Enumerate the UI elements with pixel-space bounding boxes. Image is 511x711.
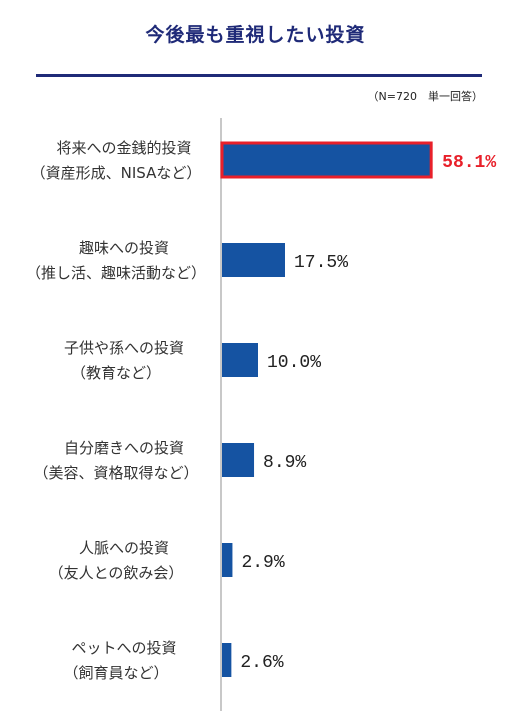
- bar-2: [222, 343, 258, 377]
- category-label-2: 子供や孫への投資: [64, 339, 184, 357]
- value-label-4: 2.9%: [241, 553, 284, 573]
- category-label-4: 人脈への投資: [79, 539, 169, 557]
- category-label-3: 自分磨きへの投資: [64, 439, 184, 457]
- category-sublabel-2: （教育など）: [71, 364, 161, 382]
- category-sublabel-4: （友人との飲み会）: [49, 564, 184, 582]
- category-label-5: ペットへの投資: [71, 639, 176, 657]
- category-sublabel-5: （飼育員など）: [63, 664, 168, 682]
- category-label-0: 将来への金銭的投資: [56, 139, 191, 157]
- value-label-1: 17.5%: [294, 253, 348, 273]
- category-sublabel-0: （資産形成、NISAなど）: [31, 164, 202, 182]
- sample-note: （N=720 単一回答）: [367, 90, 483, 103]
- bar-1: [222, 243, 285, 277]
- category-sublabel-1: （推し活、趣味活動など）: [26, 264, 206, 282]
- category-sublabel-3: （美容、資格取得など）: [33, 464, 198, 482]
- chart-title: 今後最も重視したい投資: [145, 24, 366, 46]
- title-underline: [36, 74, 482, 77]
- bar-4: [222, 543, 233, 577]
- bar-0: [220, 141, 433, 179]
- value-label-5: 2.6%: [240, 653, 283, 673]
- value-label-0: 58.1%: [442, 153, 496, 173]
- value-label-3: 8.9%: [263, 453, 306, 473]
- bar-3: [222, 443, 255, 477]
- category-label-1: 趣味への投資: [79, 239, 169, 257]
- bar-5: [222, 643, 232, 677]
- value-label-2: 10.0%: [267, 353, 321, 373]
